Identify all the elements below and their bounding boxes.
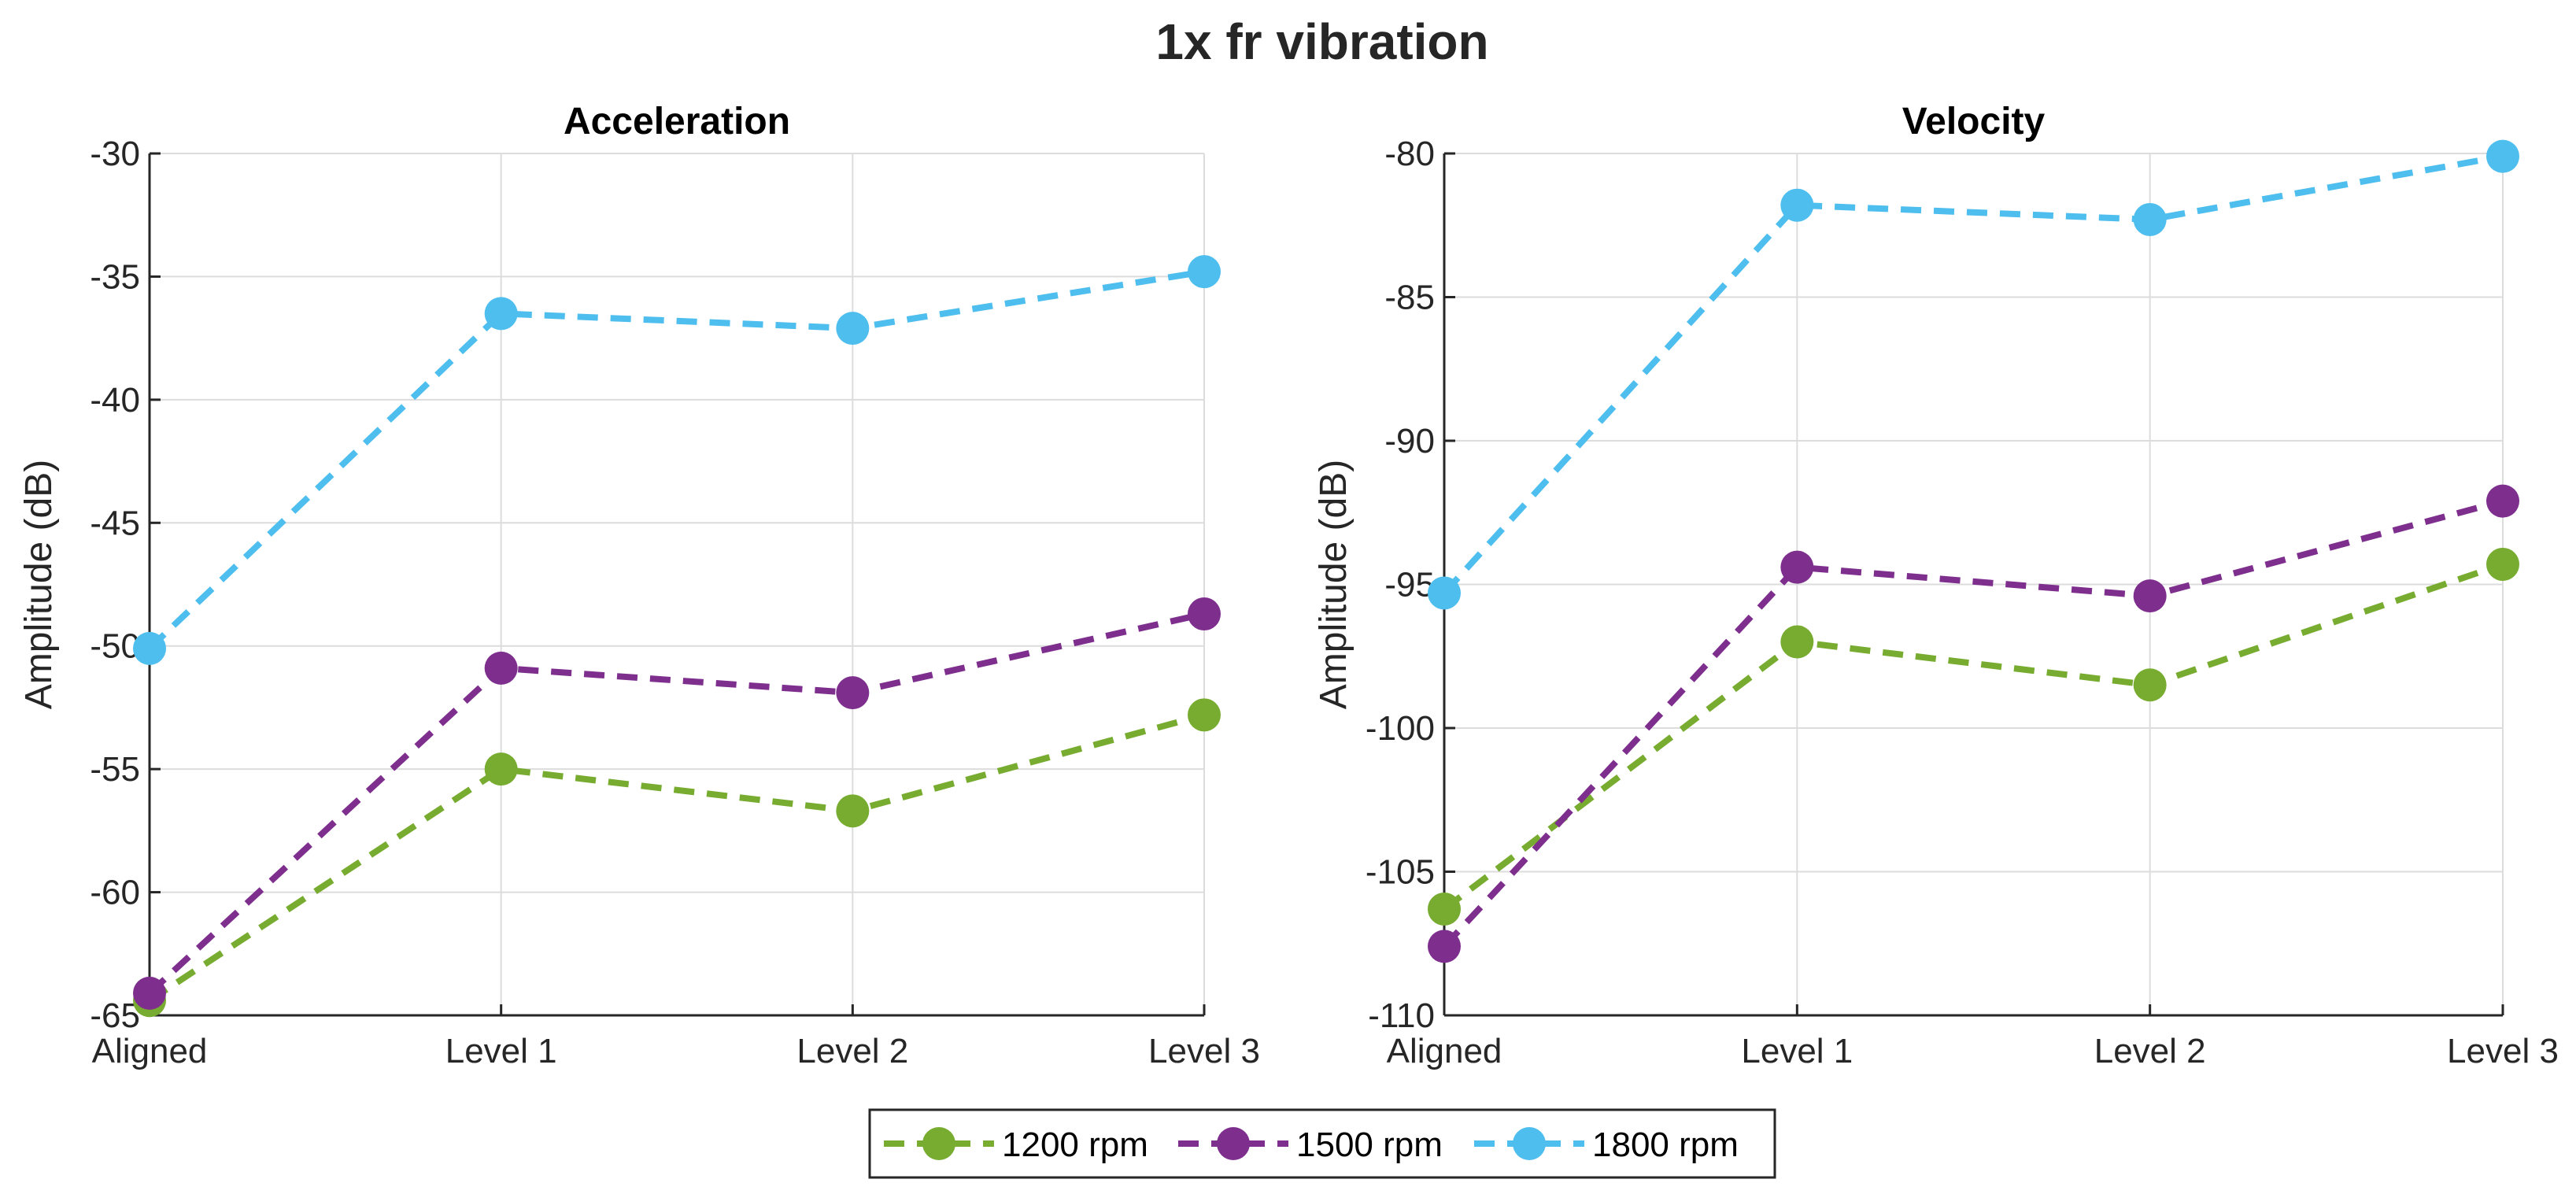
legend-label: 1800 rpm <box>1592 1126 1739 1164</box>
y-tick-label: -55 <box>90 750 140 789</box>
y-tick-label: -100 <box>1366 709 1435 748</box>
data-point <box>1428 892 1461 926</box>
data-point <box>1428 930 1461 963</box>
x-tick-label: Aligned <box>92 1032 208 1070</box>
series-1500-rpm <box>133 597 1221 1010</box>
data-point <box>1188 597 1221 631</box>
x-tick-label: Level 3 <box>2447 1032 2559 1070</box>
y-tick-label: -110 <box>1368 996 1435 1035</box>
data-point <box>1428 576 1461 610</box>
series-line <box>147 268 1205 651</box>
x-tick-label: Aligned <box>1387 1032 1502 1070</box>
legend-entry: 1800 rpm <box>1474 1126 1739 1164</box>
data-point <box>1780 550 1814 584</box>
series-1500-rpm <box>1428 484 2519 963</box>
legend-entry: 1200 rpm <box>884 1126 1148 1164</box>
series-1800-rpm <box>133 255 1221 665</box>
data-point <box>2133 202 2167 236</box>
y-tick-label: -105 <box>1366 853 1435 892</box>
subplots: -65 -60 -55 -50 -45 -40 -35 -30 Aligned Level 1 Le… <box>18 101 2559 1070</box>
axes-acceleration: -65 -60 -55 -50 -45 -40 -35 -30 Aligned Level 1 Le… <box>18 101 1260 1070</box>
y-tick-label: -50 <box>90 627 140 666</box>
legend-marker <box>1513 1127 1546 1160</box>
x-tick-label: Level 1 <box>1741 1032 1853 1070</box>
y-tick-label: -35 <box>90 257 140 296</box>
series-1200-rpm <box>1428 547 2519 926</box>
x-tick-label: Level 2 <box>796 1032 908 1070</box>
legend-entry: 1500 rpm <box>1178 1126 1443 1164</box>
axes-velocity: -110 -105 -100 -95 -90 -85 -80 Aligned Level 1 Le… <box>1313 101 2559 1070</box>
data-point <box>2133 579 2167 613</box>
data-point <box>1780 625 1814 659</box>
y-tick-label: -85 <box>1384 279 1435 317</box>
subplot-title: Acceleration <box>564 101 790 142</box>
data-point <box>484 651 518 685</box>
series-1800-rpm <box>1428 139 2519 610</box>
data-point <box>1780 188 1814 222</box>
y-axis-label: Amplitude (dB) <box>1313 460 1355 709</box>
series-line <box>147 712 1206 1004</box>
y-tick-label: -80 <box>1384 135 1435 173</box>
series-line <box>1442 497 2504 949</box>
data-point <box>484 752 518 786</box>
legend-box <box>868 1108 1776 1179</box>
data-point <box>836 312 870 346</box>
data-point <box>133 976 166 1010</box>
series-line <box>1442 153 2504 596</box>
legend-marker <box>922 1127 955 1160</box>
data-point <box>2486 547 2519 581</box>
x-tick-label: Level 1 <box>445 1032 557 1070</box>
series-line <box>1442 561 2504 912</box>
y-tick-label: -95 <box>1384 566 1435 604</box>
data-point <box>836 676 870 710</box>
subplot-title: Velocity <box>1902 101 2046 142</box>
legend-marker <box>1217 1127 1250 1160</box>
data-point <box>1188 255 1221 289</box>
data-point <box>1188 698 1221 732</box>
series-line <box>147 611 1205 996</box>
legend-label: 1200 rpm <box>1002 1126 1148 1164</box>
legend-label: 1500 rpm <box>1296 1126 1443 1164</box>
y-tick-label: -45 <box>90 504 140 542</box>
data-point <box>133 631 166 665</box>
figure-title: 1x fr vibration <box>1155 13 1488 70</box>
data-point <box>2486 484 2519 518</box>
legend: 1200 rpm 1500 rpm 1800 rpm <box>868 1108 1776 1179</box>
y-tick-label: -30 <box>90 135 140 173</box>
y-axis-label: Amplitude (dB) <box>18 460 60 709</box>
data-point <box>2486 139 2519 173</box>
y-tick-label: -65 <box>90 996 140 1035</box>
data-point <box>836 794 870 828</box>
grid <box>149 153 1205 1016</box>
y-tick-label: -60 <box>90 874 140 912</box>
y-tick-label: -90 <box>1384 422 1435 460</box>
y-tick-label: -40 <box>90 381 140 420</box>
data-point <box>2133 668 2167 702</box>
x-tick-label: Level 3 <box>1148 1032 1260 1070</box>
data-point <box>484 297 518 331</box>
x-tick-label: Level 2 <box>2094 1032 2206 1070</box>
